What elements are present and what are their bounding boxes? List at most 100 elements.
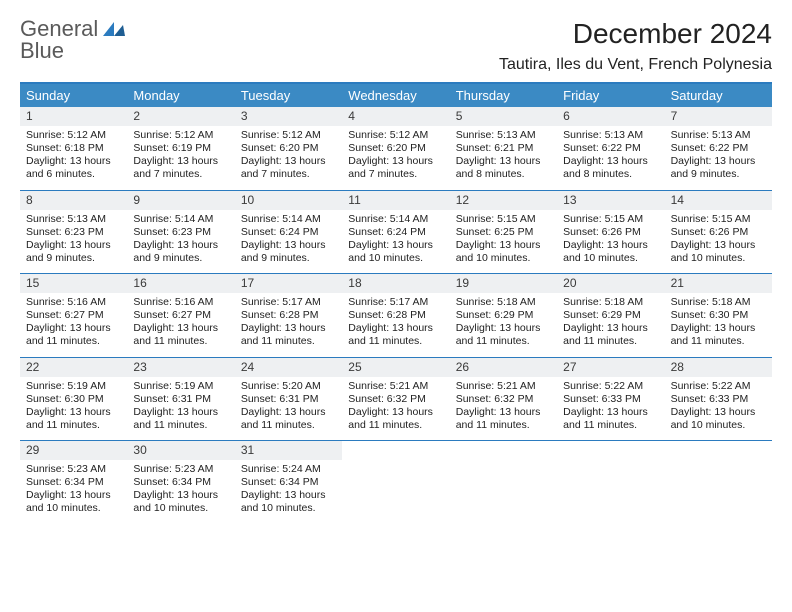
calendar-cell	[342, 441, 449, 524]
calendar-cell: 10Sunrise: 5:14 AMSunset: 6:24 PMDayligh…	[235, 191, 342, 274]
calendar-week: 1Sunrise: 5:12 AMSunset: 6:18 PMDaylight…	[20, 107, 772, 190]
daylight-line: Daylight: 13 hours and 10 minutes.	[241, 489, 336, 515]
sunset-line: Sunset: 6:30 PM	[26, 393, 121, 406]
header: General Blue December 2024 Tautira, Iles…	[20, 18, 772, 74]
calendar: SundayMondayTuesdayWednesdayThursdayFrid…	[20, 82, 772, 524]
calendar-cell: 17Sunrise: 5:17 AMSunset: 6:28 PMDayligh…	[235, 274, 342, 357]
day-number: 27	[557, 358, 664, 377]
daylight-line: Daylight: 13 hours and 11 minutes.	[133, 406, 228, 432]
sunset-line: Sunset: 6:26 PM	[671, 226, 766, 239]
day-header-cell: Thursday	[450, 84, 557, 107]
sunset-line: Sunset: 6:25 PM	[456, 226, 551, 239]
daylight-line: Daylight: 13 hours and 6 minutes.	[26, 155, 121, 181]
calendar-cell: 28Sunrise: 5:22 AMSunset: 6:33 PMDayligh…	[665, 358, 772, 441]
sunset-line: Sunset: 6:24 PM	[348, 226, 443, 239]
daylight-line: Daylight: 13 hours and 11 minutes.	[133, 322, 228, 348]
daylight-line: Daylight: 13 hours and 11 minutes.	[241, 406, 336, 432]
sunrise-line: Sunrise: 5:23 AM	[26, 463, 121, 476]
sunset-line: Sunset: 6:18 PM	[26, 142, 121, 155]
sunrise-line: Sunrise: 5:19 AM	[133, 380, 228, 393]
day-number: 8	[20, 191, 127, 210]
daylight-line: Daylight: 13 hours and 9 minutes.	[241, 239, 336, 265]
sunrise-line: Sunrise: 5:12 AM	[26, 129, 121, 142]
day-number: 17	[235, 274, 342, 293]
day-number: 21	[665, 274, 772, 293]
day-number: 28	[665, 358, 772, 377]
sunset-line: Sunset: 6:20 PM	[348, 142, 443, 155]
calendar-cell: 14Sunrise: 5:15 AMSunset: 6:26 PMDayligh…	[665, 191, 772, 274]
sunset-line: Sunset: 6:19 PM	[133, 142, 228, 155]
daylight-line: Daylight: 13 hours and 11 minutes.	[456, 322, 551, 348]
calendar-cell: 12Sunrise: 5:15 AMSunset: 6:25 PMDayligh…	[450, 191, 557, 274]
sunset-line: Sunset: 6:33 PM	[563, 393, 658, 406]
day-number: 31	[235, 441, 342, 460]
sunrise-line: Sunrise: 5:22 AM	[563, 380, 658, 393]
day-number: 14	[665, 191, 772, 210]
day-header-cell: Friday	[557, 84, 664, 107]
day-details: Sunrise: 5:18 AMSunset: 6:30 PMDaylight:…	[665, 293, 772, 357]
calendar-cell: 11Sunrise: 5:14 AMSunset: 6:24 PMDayligh…	[342, 191, 449, 274]
daylight-line: Daylight: 13 hours and 10 minutes.	[563, 239, 658, 265]
calendar-cell: 20Sunrise: 5:18 AMSunset: 6:29 PMDayligh…	[557, 274, 664, 357]
day-number: 10	[235, 191, 342, 210]
day-header-row: SundayMondayTuesdayWednesdayThursdayFrid…	[20, 84, 772, 107]
sunrise-line: Sunrise: 5:12 AM	[133, 129, 228, 142]
sunrise-line: Sunrise: 5:18 AM	[456, 296, 551, 309]
sunrise-line: Sunrise: 5:15 AM	[671, 213, 766, 226]
daylight-line: Daylight: 13 hours and 9 minutes.	[671, 155, 766, 181]
calendar-cell: 24Sunrise: 5:20 AMSunset: 6:31 PMDayligh…	[235, 358, 342, 441]
daylight-line: Daylight: 13 hours and 11 minutes.	[241, 322, 336, 348]
day-details: Sunrise: 5:12 AMSunset: 6:19 PMDaylight:…	[127, 126, 234, 190]
day-number: 26	[450, 358, 557, 377]
day-details: Sunrise: 5:20 AMSunset: 6:31 PMDaylight:…	[235, 377, 342, 441]
day-number: 2	[127, 107, 234, 126]
day-number: 5	[450, 107, 557, 126]
day-details: Sunrise: 5:12 AMSunset: 6:20 PMDaylight:…	[235, 126, 342, 190]
daylight-line: Daylight: 13 hours and 10 minutes.	[133, 489, 228, 515]
day-number: 16	[127, 274, 234, 293]
day-details: Sunrise: 5:12 AMSunset: 6:18 PMDaylight:…	[20, 126, 127, 190]
day-details: Sunrise: 5:17 AMSunset: 6:28 PMDaylight:…	[342, 293, 449, 357]
daylight-line: Daylight: 13 hours and 7 minutes.	[133, 155, 228, 181]
weeks-container: 1Sunrise: 5:12 AMSunset: 6:18 PMDaylight…	[20, 107, 772, 524]
sunrise-line: Sunrise: 5:24 AM	[241, 463, 336, 476]
logo-text-top: General	[20, 18, 98, 40]
daylight-line: Daylight: 13 hours and 10 minutes.	[348, 239, 443, 265]
calendar-cell: 18Sunrise: 5:17 AMSunset: 6:28 PMDayligh…	[342, 274, 449, 357]
day-details: Sunrise: 5:14 AMSunset: 6:23 PMDaylight:…	[127, 210, 234, 274]
day-number: 12	[450, 191, 557, 210]
sunrise-line: Sunrise: 5:19 AM	[26, 380, 121, 393]
day-details: Sunrise: 5:13 AMSunset: 6:21 PMDaylight:…	[450, 126, 557, 190]
day-number: 15	[20, 274, 127, 293]
day-details: Sunrise: 5:23 AMSunset: 6:34 PMDaylight:…	[127, 460, 234, 524]
calendar-week: 29Sunrise: 5:23 AMSunset: 6:34 PMDayligh…	[20, 440, 772, 524]
day-number: 29	[20, 441, 127, 460]
day-details: Sunrise: 5:24 AMSunset: 6:34 PMDaylight:…	[235, 460, 342, 524]
sunset-line: Sunset: 6:28 PM	[348, 309, 443, 322]
day-details: Sunrise: 5:22 AMSunset: 6:33 PMDaylight:…	[557, 377, 664, 441]
day-number: 4	[342, 107, 449, 126]
sunrise-line: Sunrise: 5:12 AM	[241, 129, 336, 142]
daylight-line: Daylight: 13 hours and 11 minutes.	[671, 322, 766, 348]
sunrise-line: Sunrise: 5:23 AM	[133, 463, 228, 476]
logo-icon	[103, 18, 125, 40]
daylight-line: Daylight: 13 hours and 8 minutes.	[563, 155, 658, 181]
calendar-cell: 9Sunrise: 5:14 AMSunset: 6:23 PMDaylight…	[127, 191, 234, 274]
sunrise-line: Sunrise: 5:13 AM	[456, 129, 551, 142]
calendar-cell: 16Sunrise: 5:16 AMSunset: 6:27 PMDayligh…	[127, 274, 234, 357]
day-number: 1	[20, 107, 127, 126]
day-number: 7	[665, 107, 772, 126]
day-number: 18	[342, 274, 449, 293]
daylight-line: Daylight: 13 hours and 10 minutes.	[671, 406, 766, 432]
daylight-line: Daylight: 13 hours and 11 minutes.	[26, 406, 121, 432]
sunset-line: Sunset: 6:31 PM	[133, 393, 228, 406]
calendar-cell: 22Sunrise: 5:19 AMSunset: 6:30 PMDayligh…	[20, 358, 127, 441]
day-number: 24	[235, 358, 342, 377]
sunrise-line: Sunrise: 5:17 AM	[241, 296, 336, 309]
sunrise-line: Sunrise: 5:13 AM	[563, 129, 658, 142]
calendar-week: 8Sunrise: 5:13 AMSunset: 6:23 PMDaylight…	[20, 190, 772, 274]
sunrise-line: Sunrise: 5:13 AM	[26, 213, 121, 226]
logo-text-bottom: Blue	[20, 40, 125, 62]
day-details: Sunrise: 5:21 AMSunset: 6:32 PMDaylight:…	[342, 377, 449, 441]
daylight-line: Daylight: 13 hours and 11 minutes.	[26, 322, 121, 348]
